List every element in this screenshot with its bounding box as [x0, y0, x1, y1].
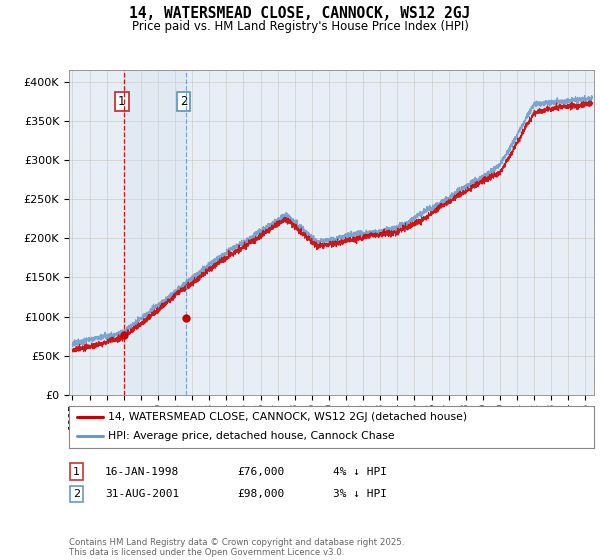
Text: 14, WATERSMEAD CLOSE, CANNOCK, WS12 2GJ (detached house): 14, WATERSMEAD CLOSE, CANNOCK, WS12 2GJ …	[109, 412, 467, 422]
Text: 1: 1	[118, 95, 125, 108]
Text: 1: 1	[73, 466, 80, 477]
Text: 3% ↓ HPI: 3% ↓ HPI	[333, 489, 387, 499]
Text: 31-AUG-2001: 31-AUG-2001	[105, 489, 179, 499]
Text: Price paid vs. HM Land Registry's House Price Index (HPI): Price paid vs. HM Land Registry's House …	[131, 20, 469, 32]
Text: 2: 2	[180, 95, 187, 108]
Text: 2: 2	[73, 489, 80, 499]
Text: £98,000: £98,000	[237, 489, 284, 499]
Text: 14, WATERSMEAD CLOSE, CANNOCK, WS12 2GJ: 14, WATERSMEAD CLOSE, CANNOCK, WS12 2GJ	[130, 6, 470, 21]
Text: £76,000: £76,000	[237, 466, 284, 477]
Bar	[124, 70, 187, 395]
Text: Contains HM Land Registry data © Crown copyright and database right 2025.
This d: Contains HM Land Registry data © Crown c…	[69, 538, 404, 557]
Text: HPI: Average price, detached house, Cannock Chase: HPI: Average price, detached house, Cann…	[109, 431, 395, 441]
Text: 4% ↓ HPI: 4% ↓ HPI	[333, 466, 387, 477]
Text: 16-JAN-1998: 16-JAN-1998	[105, 466, 179, 477]
